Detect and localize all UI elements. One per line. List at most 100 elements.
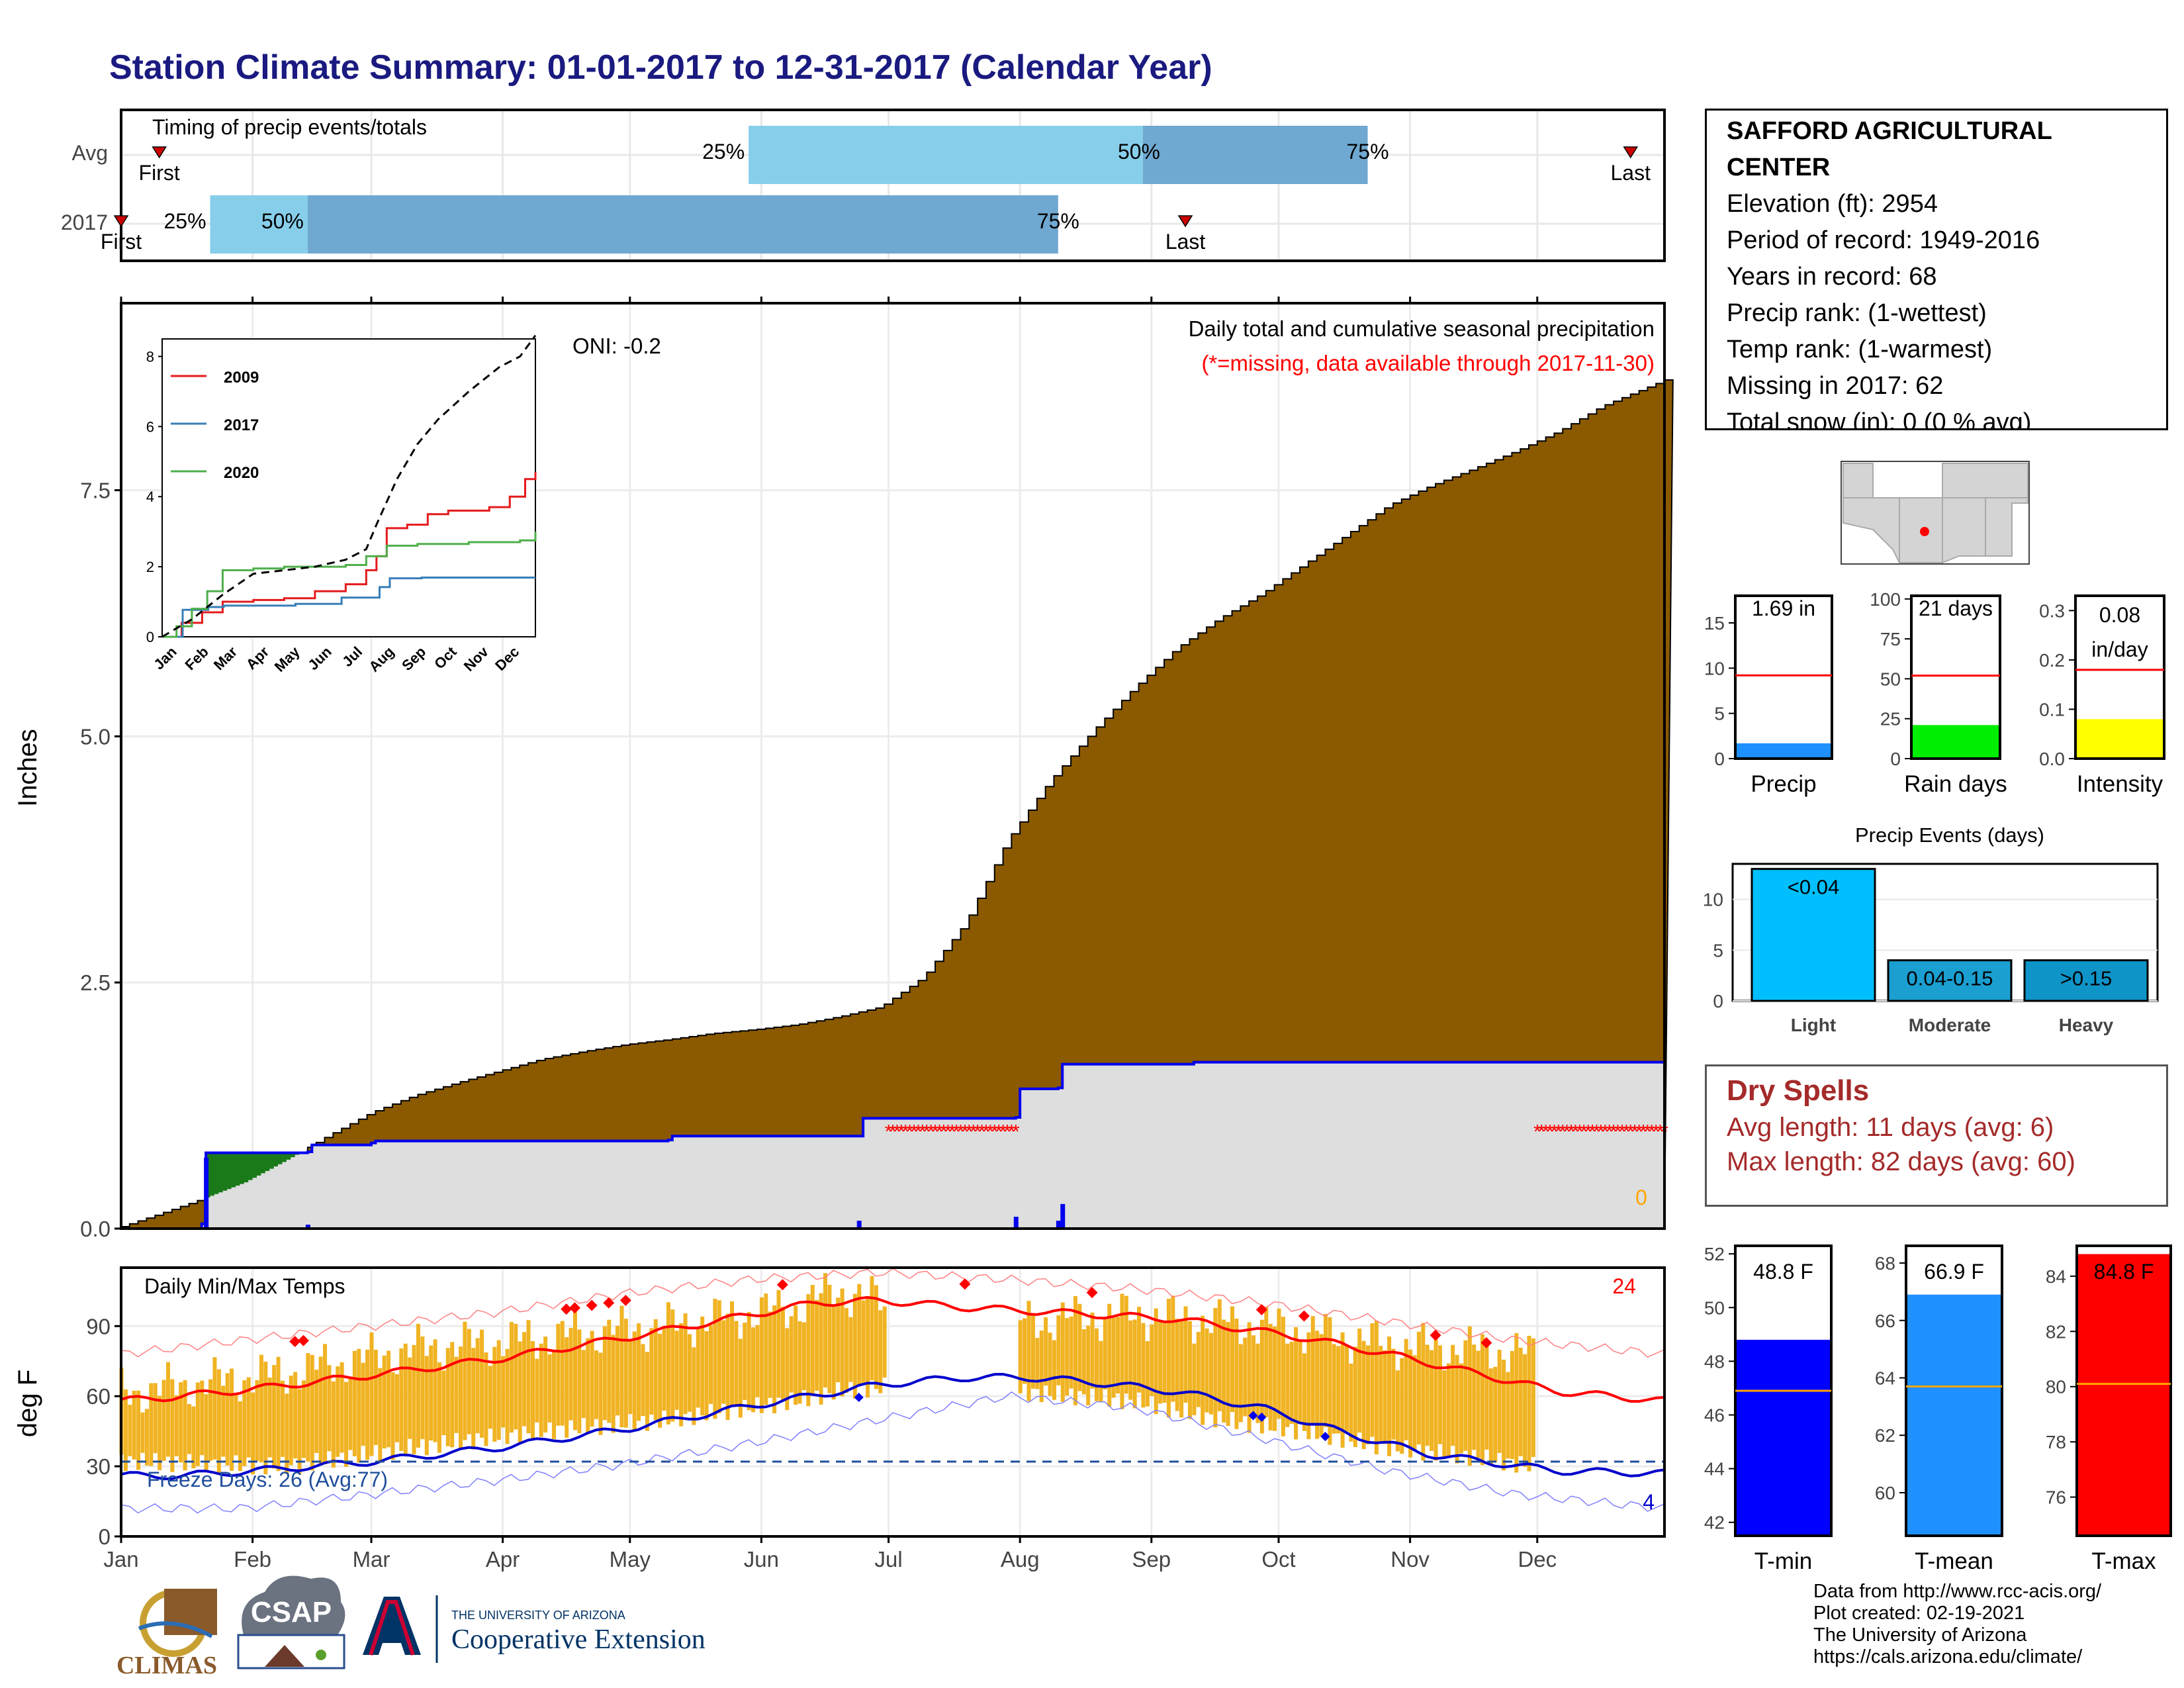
month-label-dec: Dec	[1518, 1547, 1557, 1571]
daily-temp-range-bar	[1179, 1320, 1184, 1418]
daily-temp-range-bar	[518, 1341, 522, 1444]
daily-temp-range-bar	[704, 1331, 709, 1421]
daily-temp-range-bar	[683, 1313, 688, 1415]
daily-temp-range-bar	[306, 1353, 310, 1462]
inset-xtick-label: Mar	[210, 643, 241, 674]
daily-temp-range-bar	[1476, 1350, 1480, 1458]
daily-temp-range-bar	[632, 1331, 637, 1431]
missing-marker: *	[1533, 1121, 1541, 1143]
precip-panel-title: Daily total and cumulative seasonal prec…	[1189, 316, 1655, 341]
daily-temp-range-bar	[844, 1308, 849, 1393]
timing-label-25-2017: 25%	[163, 209, 206, 233]
daily-temp-range-bar	[560, 1321, 565, 1426]
precip-events-bar-label-light: <0.04	[1788, 876, 1839, 899]
month-label-feb: Feb	[234, 1547, 271, 1571]
inset-xtick-label: Feb	[181, 643, 211, 673]
daily-temp-range-bar	[1052, 1340, 1056, 1400]
missing-marker: *	[987, 1121, 995, 1143]
summary-bar-rain-days	[1911, 725, 2000, 759]
hot-count-label: 24	[1612, 1274, 1636, 1298]
daily-temp-range-bar	[1379, 1346, 1383, 1442]
precip-panel: ******************************* *********…	[13, 297, 1674, 1241]
temp-summary-value-t-max: 84.8 F	[2094, 1260, 2154, 1284]
inset-ytick-label: 4	[146, 489, 154, 505]
month-label-mar: Mar	[353, 1547, 390, 1571]
daily-temp-range-bar	[1048, 1333, 1052, 1396]
daily-temp-range-bar	[831, 1307, 836, 1400]
daily-temp-range-bar	[1103, 1319, 1107, 1389]
daily-temp-range-bar	[1336, 1346, 1341, 1434]
csap-logo-text: CSAP	[251, 1596, 332, 1628]
daily-temp-range-bar	[492, 1346, 497, 1442]
daily-temp-range-bar	[132, 1390, 136, 1460]
daily-temp-range-bar	[1285, 1343, 1290, 1427]
daily-temp-range-bar	[280, 1380, 285, 1457]
credit-line: The University of Arizona	[1813, 1624, 2027, 1646]
daily-temp-range-bar	[692, 1347, 696, 1425]
daily-temp-range-bar	[1099, 1340, 1103, 1403]
summary-ytick-label: 15	[1704, 613, 1725, 633]
precip-ylabel: Inches	[13, 729, 42, 807]
daily-temp-range-bar	[1404, 1338, 1408, 1440]
temp-summary-ytick-label: 84	[2046, 1266, 2066, 1287]
daily-temp-range-bar	[1039, 1331, 1044, 1403]
daily-temp-range-bar	[1315, 1331, 1320, 1439]
month-label-jul: Jul	[874, 1547, 902, 1571]
daily-temp-range-bar	[1506, 1372, 1510, 1459]
timing-label-50-avg: 50%	[1118, 140, 1160, 164]
inset-series-2009	[162, 472, 537, 638]
daily-temp-range-bar	[1222, 1319, 1226, 1423]
daily-temp-range-bar	[1467, 1326, 1472, 1466]
daily-temp-range-bar	[1175, 1319, 1179, 1411]
missing-marker: *	[936, 1121, 944, 1143]
daily-temp-range-bar	[1251, 1335, 1256, 1419]
daily-temp-range-bar	[1116, 1317, 1120, 1394]
record-high-marker	[959, 1278, 971, 1290]
daily-temp-range-bar	[768, 1311, 772, 1398]
daily-temp-range-bar	[738, 1338, 743, 1418]
timing-label-75-avg: 75%	[1347, 140, 1389, 164]
daily-temp-range-bar	[1141, 1323, 1146, 1408]
missing-marker: *	[948, 1121, 956, 1143]
daily-temp-range-bar	[174, 1395, 179, 1456]
daily-temp-range-bar	[1383, 1350, 1387, 1444]
daily-temp-range-bar	[408, 1357, 412, 1439]
climas-logo: CLIMAS	[116, 1589, 217, 1679]
summary-name-precip: Precip	[1751, 771, 1816, 797]
daily-temp-range-bar	[1018, 1320, 1023, 1393]
daily-temp-range-bar	[577, 1329, 582, 1434]
daily-temp-range-bar	[801, 1322, 806, 1391]
daily-temp-range-bar	[1451, 1344, 1455, 1446]
temp-summary-name-t-mean: T-mean	[1915, 1548, 1993, 1574]
daily-temp-range-bar	[225, 1373, 230, 1466]
dry-spells-box: Dry Spells Avg length: 11 days (avg: 6) …	[1705, 1064, 2168, 1207]
summary-ytick-label: 0.0	[2039, 749, 2065, 769]
daily-temp-range-bar	[1502, 1359, 1506, 1471]
temp-panel-title: Daily Min/Max Temps	[144, 1274, 345, 1298]
daily-temp-range-bar	[1395, 1370, 1400, 1452]
daily-temp-range-bar	[840, 1288, 844, 1397]
daily-temp-range-bar	[1044, 1317, 1048, 1386]
daily-temp-range-bar	[1328, 1317, 1332, 1445]
inset-legend-label-2020: 2020	[224, 464, 259, 482]
daily-temp-range-bar	[251, 1392, 255, 1475]
timing-panel: Timing of precip events/totals Avg 2017 …	[61, 109, 1666, 262]
inset-ytick-label: 0	[146, 629, 154, 645]
daily-temp-range-bar	[882, 1306, 887, 1378]
daily-temp-range-bar	[1306, 1332, 1311, 1440]
daily-temp-range-bar	[475, 1338, 480, 1434]
daily-temp-range-bar	[204, 1394, 208, 1473]
daily-precip-bar	[204, 1157, 209, 1229]
inset-xtick-label: Jul	[339, 643, 365, 670]
daily-temp-range-bar	[1459, 1363, 1463, 1454]
summary-ytick-label: 0.1	[2039, 699, 2065, 720]
record-high-marker	[1430, 1329, 1441, 1341]
inset-series-2020	[162, 532, 537, 638]
daily-temp-range-bar	[615, 1325, 620, 1416]
daily-precip-bar	[1056, 1221, 1061, 1229]
daily-temp-range-bar	[361, 1362, 365, 1446]
daily-temp-range-bar	[1400, 1358, 1404, 1454]
daily-temp-range-bar	[670, 1309, 675, 1422]
record-high-marker	[776, 1279, 788, 1291]
